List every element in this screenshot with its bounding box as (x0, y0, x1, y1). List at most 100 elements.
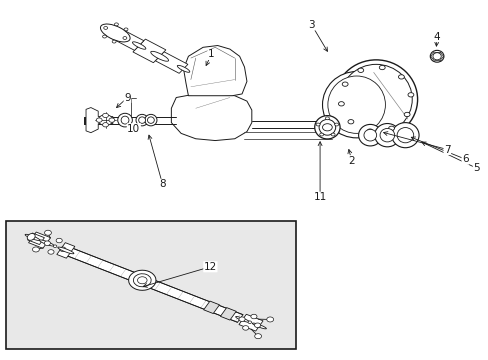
Polygon shape (28, 232, 50, 248)
Circle shape (322, 124, 331, 131)
Text: 7: 7 (443, 144, 450, 154)
Circle shape (103, 27, 107, 30)
Circle shape (56, 238, 62, 243)
Ellipse shape (339, 64, 411, 134)
Polygon shape (155, 52, 187, 73)
Ellipse shape (133, 274, 151, 287)
Text: 9: 9 (124, 93, 130, 103)
Ellipse shape (100, 24, 130, 42)
Circle shape (404, 112, 409, 117)
Circle shape (247, 321, 251, 324)
Circle shape (102, 35, 106, 38)
Circle shape (254, 323, 260, 328)
Ellipse shape (319, 120, 335, 135)
Polygon shape (86, 108, 113, 133)
Text: 1: 1 (207, 49, 214, 59)
Circle shape (44, 230, 51, 235)
Ellipse shape (334, 60, 417, 139)
Circle shape (239, 317, 244, 321)
Ellipse shape (235, 316, 249, 322)
Circle shape (250, 314, 257, 319)
Circle shape (366, 129, 372, 133)
Circle shape (109, 118, 115, 122)
Ellipse shape (379, 129, 394, 142)
Ellipse shape (132, 42, 145, 49)
Circle shape (102, 113, 108, 118)
Ellipse shape (136, 114, 148, 126)
Ellipse shape (177, 66, 189, 72)
Polygon shape (133, 39, 165, 63)
Circle shape (114, 23, 118, 26)
Circle shape (124, 28, 128, 31)
Ellipse shape (121, 116, 129, 124)
Circle shape (112, 40, 116, 43)
Ellipse shape (108, 29, 122, 37)
Circle shape (242, 326, 248, 330)
Ellipse shape (128, 270, 156, 290)
Ellipse shape (358, 125, 381, 146)
Ellipse shape (139, 117, 145, 123)
Circle shape (48, 250, 54, 254)
Circle shape (342, 82, 347, 86)
Ellipse shape (429, 50, 443, 62)
Ellipse shape (252, 323, 266, 329)
Ellipse shape (322, 72, 390, 138)
Text: 5: 5 (472, 163, 479, 173)
Text: 8: 8 (159, 179, 165, 189)
Circle shape (338, 102, 344, 106)
Ellipse shape (391, 123, 418, 148)
Circle shape (122, 37, 126, 40)
Text: 12: 12 (203, 262, 217, 272)
Polygon shape (57, 243, 75, 258)
Ellipse shape (27, 234, 35, 240)
Ellipse shape (314, 116, 339, 139)
Circle shape (330, 133, 334, 136)
Circle shape (266, 317, 273, 322)
Circle shape (407, 93, 413, 97)
Ellipse shape (25, 234, 40, 240)
Circle shape (96, 118, 102, 122)
Circle shape (357, 68, 363, 72)
Circle shape (53, 245, 57, 248)
Ellipse shape (58, 247, 74, 254)
Ellipse shape (327, 76, 385, 134)
Text: 6: 6 (461, 154, 468, 164)
Circle shape (60, 247, 66, 252)
Polygon shape (61, 246, 243, 322)
Bar (5, 221, 295, 348)
Circle shape (388, 126, 394, 130)
Circle shape (137, 277, 147, 284)
Circle shape (334, 123, 338, 126)
Ellipse shape (40, 240, 54, 246)
Text: 11: 11 (313, 192, 326, 202)
Circle shape (32, 247, 39, 252)
Ellipse shape (150, 51, 168, 61)
Text: 4: 4 (433, 32, 440, 41)
Polygon shape (183, 45, 246, 96)
Circle shape (398, 75, 404, 79)
Circle shape (316, 123, 320, 126)
Circle shape (98, 115, 113, 126)
Text: 10: 10 (127, 124, 140, 134)
Circle shape (254, 334, 261, 339)
Text: 3: 3 (308, 20, 314, 30)
Ellipse shape (396, 127, 413, 143)
Ellipse shape (118, 113, 132, 127)
Polygon shape (110, 28, 143, 50)
Polygon shape (239, 314, 263, 331)
Polygon shape (27, 233, 44, 244)
Circle shape (347, 120, 353, 124)
Bar (83, 117, 85, 124)
Ellipse shape (147, 117, 154, 123)
Ellipse shape (363, 129, 376, 141)
Circle shape (379, 66, 385, 70)
Circle shape (44, 241, 50, 246)
Ellipse shape (432, 53, 440, 60)
Polygon shape (220, 307, 236, 320)
Ellipse shape (144, 114, 157, 126)
Circle shape (319, 133, 323, 136)
Text: 2: 2 (348, 156, 354, 166)
Polygon shape (171, 94, 251, 140)
Circle shape (325, 117, 329, 120)
Ellipse shape (374, 123, 399, 147)
